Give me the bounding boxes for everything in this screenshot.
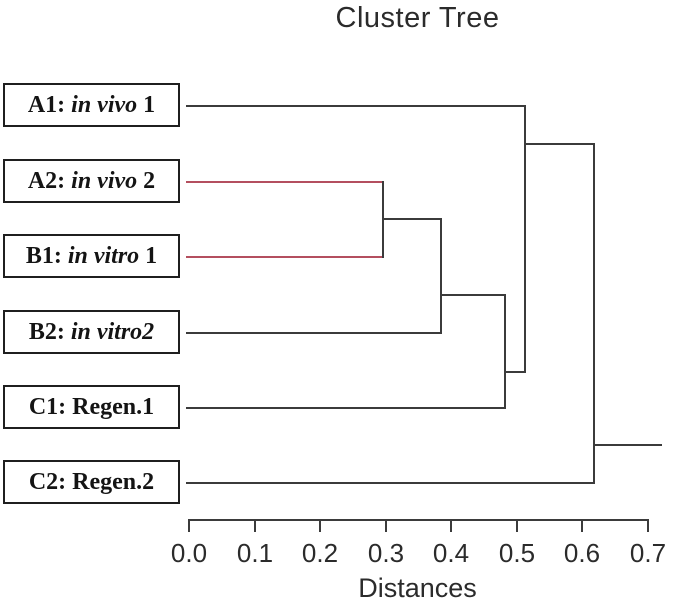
axis-tick bbox=[516, 519, 518, 532]
axis-tick-label: 0.4 bbox=[432, 538, 470, 568]
leaf-label-box-C1: C1: Regen.1 bbox=[3, 385, 180, 429]
leaf-label-text: 1 bbox=[137, 91, 156, 118]
axis-tick-label: 0.0 bbox=[170, 538, 208, 568]
leaf-label-text: C1: Regen.1 bbox=[28, 393, 155, 420]
leaf-label-box-A1: A1: in vivo 1 bbox=[3, 83, 180, 127]
axis-tick-label: 0.7 bbox=[629, 538, 667, 568]
leaf-label-box-B2: B2: in vitro2 bbox=[3, 310, 180, 354]
leaf-label-text: B2: bbox=[28, 318, 71, 345]
leaf-label-text: in vivo bbox=[71, 167, 138, 194]
leaf-label-text: A1: bbox=[27, 91, 72, 118]
axis-tick bbox=[647, 519, 649, 532]
axis-tick-label: 0.3 bbox=[367, 538, 405, 568]
leaf-label-text: in vivo bbox=[71, 91, 138, 118]
dendrogram-segment bbox=[524, 105, 526, 373]
leaf-label-text: 2 bbox=[137, 167, 156, 194]
dendrogram-segment bbox=[504, 371, 526, 373]
axis-tick bbox=[385, 519, 387, 532]
chart-title: Cluster Tree bbox=[335, 2, 500, 34]
leaf-label-text: C2: Regen.2 bbox=[28, 468, 155, 495]
axis-tick bbox=[450, 519, 452, 532]
leaf-label-box-B1: B1: in vitro 1 bbox=[3, 234, 180, 278]
axis-tick bbox=[188, 519, 190, 532]
dendrogram-segment bbox=[593, 143, 595, 484]
leaf-label-box-A2: A2: in vivo 2 bbox=[3, 159, 180, 203]
dendrogram-segment bbox=[186, 105, 526, 107]
dendrogram-segment bbox=[186, 482, 595, 484]
x-axis-label: Distances bbox=[358, 573, 477, 603]
dendrogram-segment bbox=[593, 444, 662, 446]
dendrogram-segment bbox=[382, 218, 442, 220]
axis-tick-label: 0.1 bbox=[236, 538, 274, 568]
axis-tick-label: 0.5 bbox=[498, 538, 536, 568]
leaf-label-text: 1 bbox=[139, 242, 158, 269]
axis-line bbox=[188, 519, 649, 521]
dendrogram-segment bbox=[440, 294, 506, 296]
dendrogram-segment bbox=[186, 407, 506, 409]
leaf-label-text: B1: bbox=[25, 242, 68, 269]
axis-tick bbox=[581, 519, 583, 532]
dendrogram-segment bbox=[186, 332, 442, 334]
dendrogram-segment bbox=[524, 143, 595, 145]
leaf-label-text: in vitro2 bbox=[70, 318, 155, 345]
leaf-label-box-C2: C2: Regen.2 bbox=[3, 460, 180, 504]
dendrogram-segment bbox=[186, 256, 384, 258]
dendrogram-segment bbox=[440, 218, 442, 334]
dendrogram-segment bbox=[186, 181, 384, 183]
axis-tick-label: 0.2 bbox=[301, 538, 339, 568]
axis-tick bbox=[319, 519, 321, 532]
leaf-label-text: A2: bbox=[27, 167, 72, 194]
dendrogram-segment bbox=[504, 294, 506, 409]
axis-tick bbox=[254, 519, 256, 532]
axis-tick-label: 0.6 bbox=[563, 538, 601, 568]
leaf-label-text: in vitro bbox=[67, 242, 140, 269]
